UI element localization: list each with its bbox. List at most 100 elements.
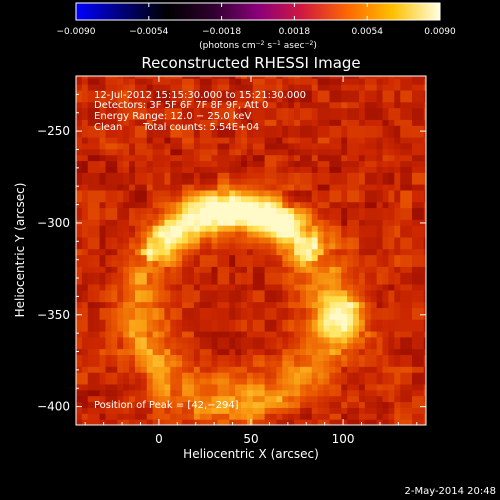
heatmap-cell: [111, 95, 118, 103]
heatmap-cell: [288, 248, 295, 256]
heatmap-cell: [76, 125, 83, 132]
heatmap-cell: [376, 89, 384, 97]
heatmap-cell: [176, 95, 183, 103]
heatmap-cell: [376, 283, 384, 291]
heatmap-cell: [223, 142, 230, 150]
heatmap-cell: [305, 219, 313, 226]
heatmap-cell: [117, 372, 124, 379]
heatmap-cell: [76, 178, 83, 185]
heatmap-cell: [353, 207, 360, 214]
heatmap-cell: [323, 213, 331, 220]
heatmap-cell: [117, 330, 124, 338]
heatmap-cell: [364, 354, 372, 361]
heatmap-cell: [93, 377, 101, 385]
heatmap-cell: [158, 319, 166, 326]
heatmap-cell: [300, 201, 307, 209]
heatmap-cell: [152, 336, 160, 344]
heatmap-cell: [164, 78, 171, 85]
heatmap-cell: [288, 360, 295, 367]
heatmap-cell: [105, 377, 112, 385]
heatmap-cell: [241, 301, 248, 309]
heatmap-cell: [193, 76, 201, 79]
heatmap-cell: [264, 242, 272, 250]
heatmap-cell: [140, 207, 148, 214]
heatmap-cell: [341, 283, 348, 291]
heatmap-cell: [347, 89, 354, 97]
heatmap-cell: [353, 148, 360, 156]
heatmap-cell: [123, 84, 130, 91]
heatmap-cell: [394, 377, 401, 385]
heatmap-cell: [111, 76, 118, 79]
heatmap-cell: [335, 78, 342, 85]
heatmap-cell: [364, 278, 372, 285]
heatmap-cell: [229, 366, 236, 373]
heatmap-cell: [388, 366, 395, 373]
heatmap-cell: [76, 289, 83, 297]
heatmap-cell: [294, 354, 301, 361]
heatmap-cell: [282, 413, 289, 420]
heatmap-cell: [99, 201, 107, 209]
heatmap-cell: [223, 154, 230, 162]
heatmap-cell: [423, 242, 426, 250]
heatmap-cell: [152, 307, 160, 314]
heatmap-cell: [358, 289, 366, 297]
heatmap-cell: [288, 213, 295, 220]
heatmap-cell: [235, 301, 242, 309]
heatmap-cell: [400, 172, 407, 179]
heatmap-cell: [199, 248, 207, 256]
heatmap-cell: [370, 166, 378, 173]
heatmap-cell: [406, 419, 413, 425]
heatmap-cell: [417, 172, 425, 179]
heatmap-cell: [117, 325, 124, 332]
heatmap-cell: [158, 372, 166, 379]
heatmap-cell: [164, 113, 171, 120]
heatmap-cell: [382, 178, 390, 185]
heatmap-cell: [111, 325, 118, 332]
heatmap-cell: [176, 383, 183, 391]
heatmap-cell: [417, 213, 425, 220]
heatmap-cell: [211, 89, 219, 97]
heatmap-cell: [158, 278, 166, 285]
heatmap-cell: [370, 225, 378, 232]
heatmap-cell: [188, 413, 195, 420]
heatmap-cell: [134, 366, 142, 373]
heatmap-cell: [235, 178, 242, 185]
heatmap-cell: [394, 354, 401, 361]
heatmap-cell: [270, 272, 278, 279]
heatmap-cell: [87, 254, 95, 262]
heatmap-cell: [146, 360, 154, 367]
heatmap-cell: [229, 242, 236, 250]
heatmap-cell: [211, 266, 219, 273]
heatmap-cell: [199, 131, 207, 138]
heatmap-cell: [105, 248, 112, 256]
heatmap-cell: [353, 131, 360, 138]
heatmap-cell: [270, 219, 278, 226]
heatmap-cell: [81, 160, 89, 167]
heatmap-cell: [235, 407, 242, 414]
heatmap-cell: [99, 195, 107, 203]
heatmap-cell: [276, 377, 283, 385]
heatmap-cell: [217, 184, 224, 191]
heatmap-cell: [347, 113, 354, 120]
heatmap-cell: [264, 325, 272, 332]
heatmap-cell: [229, 101, 236, 109]
heatmap-cell: [258, 242, 266, 250]
heatmap-cell: [270, 342, 278, 350]
heatmap-cell: [134, 389, 142, 397]
time-range-text: 12-Jul-2012 15:15:30.000 to 15:21:30.000: [94, 90, 306, 101]
heatmap-cell: [294, 413, 301, 420]
heatmap-cell: [288, 131, 295, 138]
heatmap-cell: [311, 266, 319, 273]
heatmap-cell: [193, 148, 201, 156]
heatmap-cell: [323, 107, 331, 115]
heatmap-cell: [364, 78, 372, 85]
heatmap-cell: [223, 160, 230, 167]
heatmap-cell: [117, 260, 124, 267]
heatmap-cell: [382, 231, 390, 238]
heatmap-cell: [182, 207, 189, 214]
heatmap-cell: [93, 213, 101, 220]
heatmap-cell: [134, 101, 142, 109]
heatmap-cell: [382, 95, 390, 103]
heatmap-cell: [394, 125, 401, 132]
heatmap-cell: [241, 254, 248, 262]
